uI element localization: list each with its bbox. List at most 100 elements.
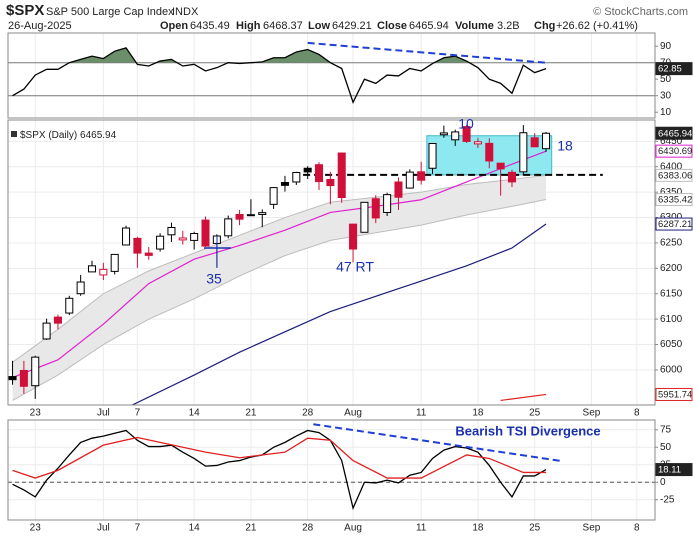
y-tick-label: 6050 — [660, 339, 683, 350]
candle-body — [280, 181, 289, 186]
candle-body — [417, 171, 426, 181]
candle-body — [326, 178, 335, 187]
candle-body — [530, 137, 539, 148]
tsi-frame — [7, 419, 656, 521]
candle-body — [144, 252, 153, 256]
y-tick-label: 6400 — [660, 161, 683, 172]
y-tick-label: 6350 — [660, 187, 683, 198]
x-tick-label: 8 — [634, 523, 640, 534]
annotation: 35 — [206, 271, 222, 287]
x-tick-label: 28 — [302, 523, 314, 534]
candle-body — [31, 356, 40, 387]
x-tick-label: 28 — [302, 408, 314, 419]
change-label: Chg — [534, 20, 555, 32]
candle-body — [314, 164, 324, 183]
moving-average — [130, 223, 547, 405]
annotation: 47 RT — [336, 259, 374, 275]
x-tick-label: 14 — [189, 408, 201, 419]
candle-body — [65, 297, 74, 314]
candle-body — [190, 233, 199, 241]
close-label: Close — [377, 20, 407, 32]
value-label: 6383.06 — [658, 170, 692, 181]
candle-body — [87, 265, 97, 273]
value-label: 6430.69 — [658, 146, 692, 157]
value-label-box — [655, 463, 693, 477]
rsi-frame — [7, 32, 656, 119]
x-tick-label: Sep — [583, 408, 601, 419]
candle-body — [542, 132, 551, 150]
moving-average — [500, 393, 547, 402]
candle-body — [235, 213, 244, 220]
candle-body — [122, 227, 131, 246]
value-label: 6465.94 — [658, 128, 692, 139]
y-tick-label: 90 — [660, 41, 672, 52]
band-edge — [12, 199, 547, 401]
rsi-panel — [8, 33, 655, 118]
candle-body — [133, 237, 142, 254]
price-frame — [7, 119, 656, 406]
x-tick-label: 23 — [30, 408, 42, 419]
candle-body — [371, 198, 380, 219]
candle-body — [473, 141, 482, 145]
y-tick-label: 0 — [660, 477, 666, 488]
exchange: INDX — [172, 6, 199, 18]
band-edge — [12, 174, 547, 363]
overbought-fill — [12, 47, 547, 63]
tsi-annotation: Bearish TSI Divergence — [455, 423, 600, 438]
y-tick-label: 6450 — [660, 136, 683, 147]
index-name: S&P 500 Large Cap Index — [46, 6, 174, 18]
x-tick-label: 14 — [189, 523, 201, 534]
candle-body — [303, 167, 312, 173]
annotation: 18 — [557, 138, 573, 154]
price-panel — [8, 120, 655, 405]
value-label: 5951.74 — [658, 389, 692, 400]
x-tick-label: 25 — [529, 408, 541, 419]
tsi-panel — [8, 420, 655, 520]
x-tick-label: 11 — [416, 523, 427, 534]
value-label: 6335.42 — [658, 195, 692, 206]
candle-body — [167, 226, 176, 236]
value-label-box — [655, 387, 693, 401]
candle-body — [246, 214, 255, 217]
value-label-box — [655, 62, 693, 76]
symbol: $SPX — [6, 2, 44, 19]
volume-value: 3.2B — [497, 20, 520, 32]
low-value: 6429.21 — [332, 20, 372, 32]
close-value: 6465.94 — [409, 20, 449, 32]
trendline — [313, 423, 564, 463]
candle-body — [258, 212, 267, 215]
candle-body — [99, 268, 108, 276]
x-tick-label: 25 — [529, 523, 541, 534]
indicator-line — [12, 47, 547, 105]
x-tick-label: Aug — [344, 523, 362, 534]
candle-body — [451, 131, 460, 141]
x-tick-label: 21 — [245, 408, 257, 419]
y-tick-label: 75 — [660, 424, 672, 435]
candle-body — [360, 201, 369, 233]
candle-body — [462, 126, 471, 142]
value-label-box — [655, 144, 693, 158]
x-tick-label: Jul — [97, 408, 110, 419]
candle-body — [201, 219, 210, 247]
x-tick-label: 11 — [416, 408, 427, 419]
candle-body — [110, 253, 119, 272]
candle-body — [156, 235, 165, 250]
axes: 1030507090600060506100615062006250630063… — [30, 41, 693, 534]
y-tick-label: 6200 — [660, 263, 683, 274]
band-area — [12, 175, 547, 401]
x-tick-label: 23 — [30, 523, 42, 534]
low-label: Low — [308, 20, 330, 32]
value-label-box — [655, 126, 693, 140]
candle-body — [405, 171, 414, 189]
y-tick-label: 30 — [660, 90, 672, 101]
legend-label: $SPX (Daily) — [20, 130, 77, 141]
x-tick-label: Aug — [344, 408, 362, 419]
value-label-box — [655, 217, 693, 231]
indicator-line — [12, 429, 547, 511]
x-tick-label: 18 — [472, 408, 484, 419]
open-value: 6435.49 — [190, 20, 230, 32]
copyright: © StockCharts.com — [593, 6, 688, 18]
candle-body — [507, 171, 516, 183]
x-tick-label: 7 — [135, 523, 141, 534]
x-tick-label: 7 — [135, 408, 141, 419]
